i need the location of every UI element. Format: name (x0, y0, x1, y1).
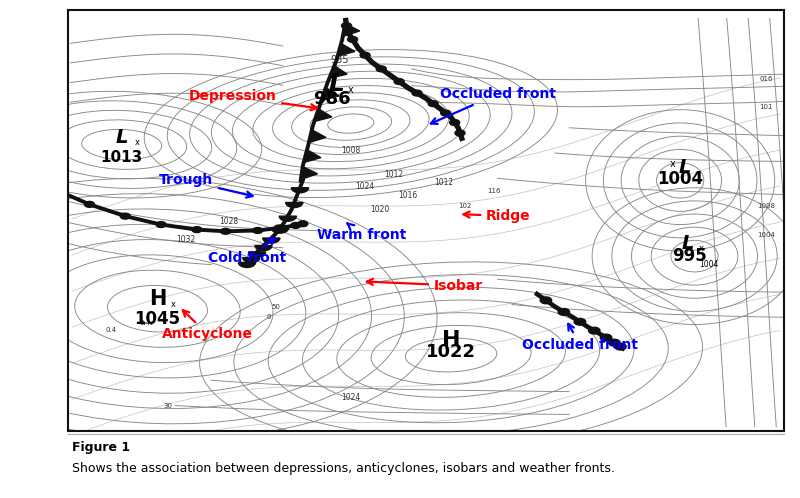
Polygon shape (314, 109, 332, 122)
Circle shape (120, 213, 130, 219)
Text: 1008: 1008 (757, 203, 775, 209)
Circle shape (298, 221, 308, 227)
Text: 995: 995 (672, 247, 707, 265)
Circle shape (192, 227, 202, 233)
Text: H: H (149, 289, 166, 309)
Text: 986: 986 (313, 90, 350, 108)
Circle shape (614, 343, 626, 350)
Circle shape (156, 222, 166, 228)
Circle shape (221, 229, 230, 234)
Wedge shape (279, 216, 297, 221)
Text: Occluded front: Occluded front (522, 324, 638, 352)
Text: 1024: 1024 (355, 182, 374, 191)
Circle shape (85, 201, 94, 207)
Circle shape (394, 79, 404, 85)
Text: 1004: 1004 (657, 170, 703, 188)
Text: 0: 0 (266, 314, 270, 320)
Text: L: L (679, 158, 691, 177)
Circle shape (428, 101, 438, 107)
Circle shape (540, 297, 552, 304)
Text: Occluded front: Occluded front (431, 87, 555, 124)
Polygon shape (304, 150, 321, 162)
Circle shape (253, 228, 262, 234)
Wedge shape (242, 257, 260, 262)
Text: 50: 50 (271, 304, 280, 310)
Text: 1008: 1008 (341, 146, 361, 155)
Text: 985: 985 (331, 55, 350, 65)
Circle shape (450, 120, 460, 125)
Text: x: x (135, 138, 140, 147)
Text: Isobar: Isobar (367, 278, 483, 293)
Circle shape (574, 318, 586, 325)
Text: 1020: 1020 (370, 205, 389, 214)
Text: Figure 1: Figure 1 (72, 441, 130, 454)
Text: 1028: 1028 (219, 217, 238, 226)
Text: H: H (442, 330, 460, 350)
Circle shape (360, 52, 370, 58)
Text: Trough: Trough (159, 173, 253, 198)
Polygon shape (338, 43, 355, 56)
Text: x: x (348, 85, 354, 95)
Polygon shape (309, 130, 326, 142)
Text: 102: 102 (458, 203, 472, 209)
Wedge shape (286, 203, 303, 208)
Text: x: x (170, 300, 176, 309)
Circle shape (600, 334, 612, 341)
Polygon shape (322, 88, 339, 101)
Circle shape (609, 339, 620, 346)
Text: x: x (699, 245, 704, 253)
Text: 0.4: 0.4 (106, 327, 117, 333)
Wedge shape (255, 246, 272, 250)
Text: 1045: 1045 (134, 310, 181, 328)
Wedge shape (262, 238, 280, 243)
Text: Warm front: Warm front (317, 223, 406, 242)
Text: L: L (681, 234, 694, 253)
Circle shape (455, 130, 465, 136)
Text: 116: 116 (487, 188, 501, 194)
Text: 1032: 1032 (177, 235, 196, 244)
Text: Shows the association between depressions, anticyclones, isobars and weather fro: Shows the association between depression… (72, 462, 615, 475)
Circle shape (290, 223, 301, 229)
Wedge shape (249, 252, 266, 257)
Text: 101: 101 (759, 104, 773, 110)
Text: L: L (329, 72, 345, 96)
Text: 1013: 1013 (101, 150, 143, 165)
Text: 1012: 1012 (434, 178, 454, 187)
Polygon shape (301, 166, 318, 179)
Polygon shape (330, 66, 347, 78)
Wedge shape (238, 262, 255, 267)
Circle shape (342, 23, 351, 29)
Text: 1016: 1016 (398, 191, 418, 201)
Circle shape (441, 110, 450, 116)
Text: 0.4₂: 0.4₂ (140, 321, 154, 327)
Wedge shape (271, 228, 289, 233)
Text: Depression: Depression (189, 89, 317, 110)
Text: Ridge: Ridge (463, 209, 530, 223)
Text: Cold front: Cold front (208, 238, 286, 265)
Wedge shape (291, 188, 309, 193)
Text: x: x (670, 158, 676, 168)
Text: 016: 016 (759, 76, 773, 82)
Circle shape (558, 309, 570, 315)
Polygon shape (343, 23, 360, 36)
Text: L: L (115, 128, 128, 147)
Text: 1022: 1022 (426, 343, 476, 361)
Text: 1012: 1012 (384, 170, 403, 179)
Text: 30: 30 (164, 402, 173, 408)
Circle shape (589, 327, 600, 334)
Circle shape (376, 66, 386, 72)
Text: 1024: 1024 (341, 392, 361, 401)
Circle shape (274, 225, 284, 231)
Text: 1004: 1004 (757, 232, 775, 238)
Circle shape (347, 36, 358, 42)
Text: 1004: 1004 (699, 260, 718, 269)
Circle shape (412, 90, 422, 96)
Text: Anticyclone: Anticyclone (162, 310, 253, 341)
